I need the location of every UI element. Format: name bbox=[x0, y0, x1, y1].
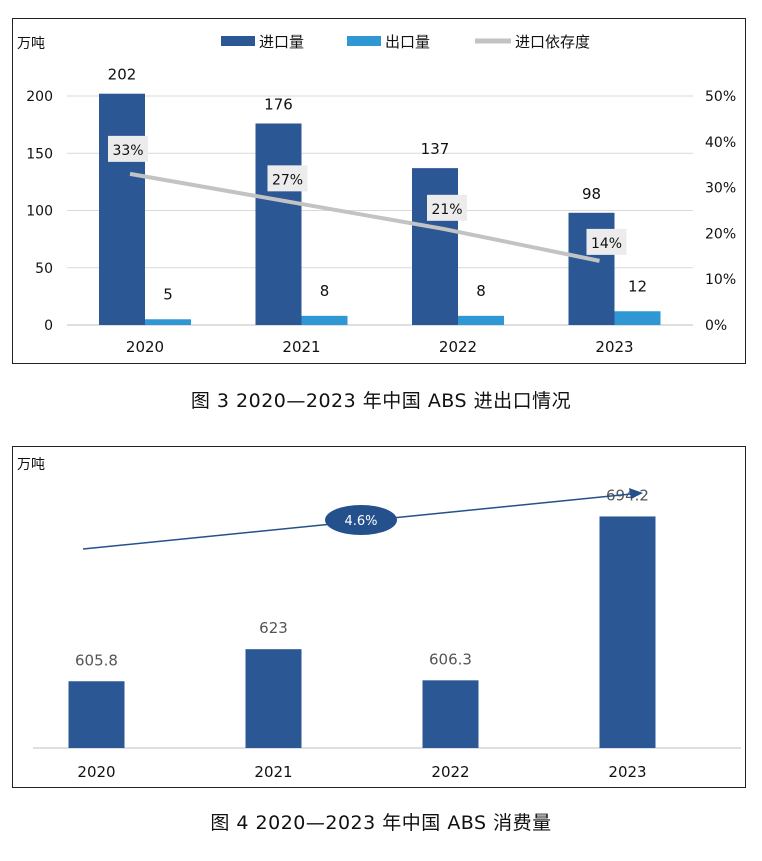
import-value-label: 137 bbox=[421, 140, 450, 158]
x-tick-label: 2021 bbox=[282, 338, 320, 356]
dependency-value-label: 27% bbox=[272, 172, 303, 188]
export-value-label: 8 bbox=[476, 282, 486, 300]
x-tick-label: 2021 bbox=[254, 763, 292, 781]
consumption-bar bbox=[599, 516, 656, 748]
x-tick-label: 2023 bbox=[608, 763, 646, 781]
x-tick-label: 2020 bbox=[77, 763, 115, 781]
dependency-line bbox=[129, 171, 600, 263]
export-bar bbox=[145, 319, 191, 325]
dependency-value-label: 21% bbox=[431, 202, 462, 218]
x-tick-label: 2020 bbox=[126, 338, 164, 356]
y-left-tick-label: 100 bbox=[26, 204, 53, 220]
import-value-label: 98 bbox=[582, 185, 601, 203]
consumption-value-label: 605.8 bbox=[75, 651, 118, 669]
export-value-label: 8 bbox=[320, 282, 330, 300]
dependency-label-box bbox=[427, 194, 467, 221]
consumption-chart-svg: 万吨 605.8 2020 623 2021 606.3 2022 694.2 2023 4.6% bbox=[17, 457, 741, 781]
consumption-value-label: 623 bbox=[259, 619, 288, 637]
legend-label-import: 进口量 bbox=[259, 33, 304, 51]
import-export-chart-svg: 万吨 0 50 100 150 200 0% 10% 20% 30% 40% 50% 202 5 2020 1… bbox=[17, 33, 736, 356]
y-right-tick-label: 30% bbox=[705, 181, 736, 197]
dependency-value-label: 14% bbox=[591, 236, 622, 252]
y-left-tick-label: 150 bbox=[26, 146, 53, 162]
dependency-label-box bbox=[586, 228, 627, 255]
dependency-label-box bbox=[108, 135, 148, 162]
y-right-tick-label: 20% bbox=[705, 226, 736, 242]
export-bar bbox=[458, 315, 504, 325]
consumption-bar bbox=[245, 649, 302, 748]
import-export-chart: 万吨 0 50 100 150 200 0% 10% 20% 30% 40% 50% 202 5 2020 1… bbox=[12, 18, 746, 364]
import-bar bbox=[255, 123, 302, 325]
import-bar bbox=[99, 93, 145, 326]
growth-rate-label: 4.6% bbox=[344, 514, 377, 529]
y-right-tick-label: 10% bbox=[705, 272, 736, 288]
import-bar bbox=[412, 168, 458, 325]
export-bar bbox=[614, 311, 661, 325]
x-tick-label: 2023 bbox=[595, 338, 633, 356]
export-value-label: 5 bbox=[163, 285, 173, 303]
unit-label: 万吨 bbox=[17, 36, 45, 52]
legend-swatch-import bbox=[221, 36, 255, 46]
figure-4-caption: 图 4 2020—2023 年中国 ABS 消费量 bbox=[210, 812, 552, 834]
consumption-value-label: 694.2 bbox=[606, 486, 649, 504]
export-value-label: 12 bbox=[628, 277, 647, 295]
y-left-tick-label: 0 bbox=[44, 318, 53, 334]
legend-label-dependency: 进口依存度 bbox=[515, 33, 590, 51]
consumption-chart: 万吨 605.8 2020 623 2021 606.3 2022 694.2 2023 4.6% bbox=[12, 446, 746, 788]
y-left-tick-label: 50 bbox=[35, 261, 53, 277]
y-right-tick-label: 50% bbox=[705, 89, 736, 105]
export-bar bbox=[301, 315, 348, 325]
import-value-label: 202 bbox=[108, 66, 137, 84]
legend-label-export: 出口量 bbox=[385, 33, 430, 51]
growth-rate-badge bbox=[325, 505, 397, 535]
import-value-label: 176 bbox=[264, 95, 293, 113]
figure-3-caption: 图 3 2020—2023 年中国 ABS 进出口情况 bbox=[190, 390, 572, 412]
dependency-value-label: 33% bbox=[112, 143, 143, 159]
consumption-bar bbox=[68, 681, 125, 748]
growth-arrowhead bbox=[629, 488, 643, 499]
y-left-tick-label: 200 bbox=[26, 89, 53, 105]
x-tick-label: 2022 bbox=[431, 763, 469, 781]
consumption-value-label: 606.3 bbox=[429, 650, 472, 668]
legend-swatch-export bbox=[347, 36, 381, 46]
y-right-tick-label: 0% bbox=[705, 318, 727, 334]
unit-label: 万吨 bbox=[17, 457, 45, 473]
consumption-bar bbox=[422, 680, 479, 748]
x-tick-label: 2022 bbox=[439, 338, 477, 356]
y-right-tick-label: 40% bbox=[705, 135, 736, 151]
dependency-label-box bbox=[267, 165, 308, 192]
